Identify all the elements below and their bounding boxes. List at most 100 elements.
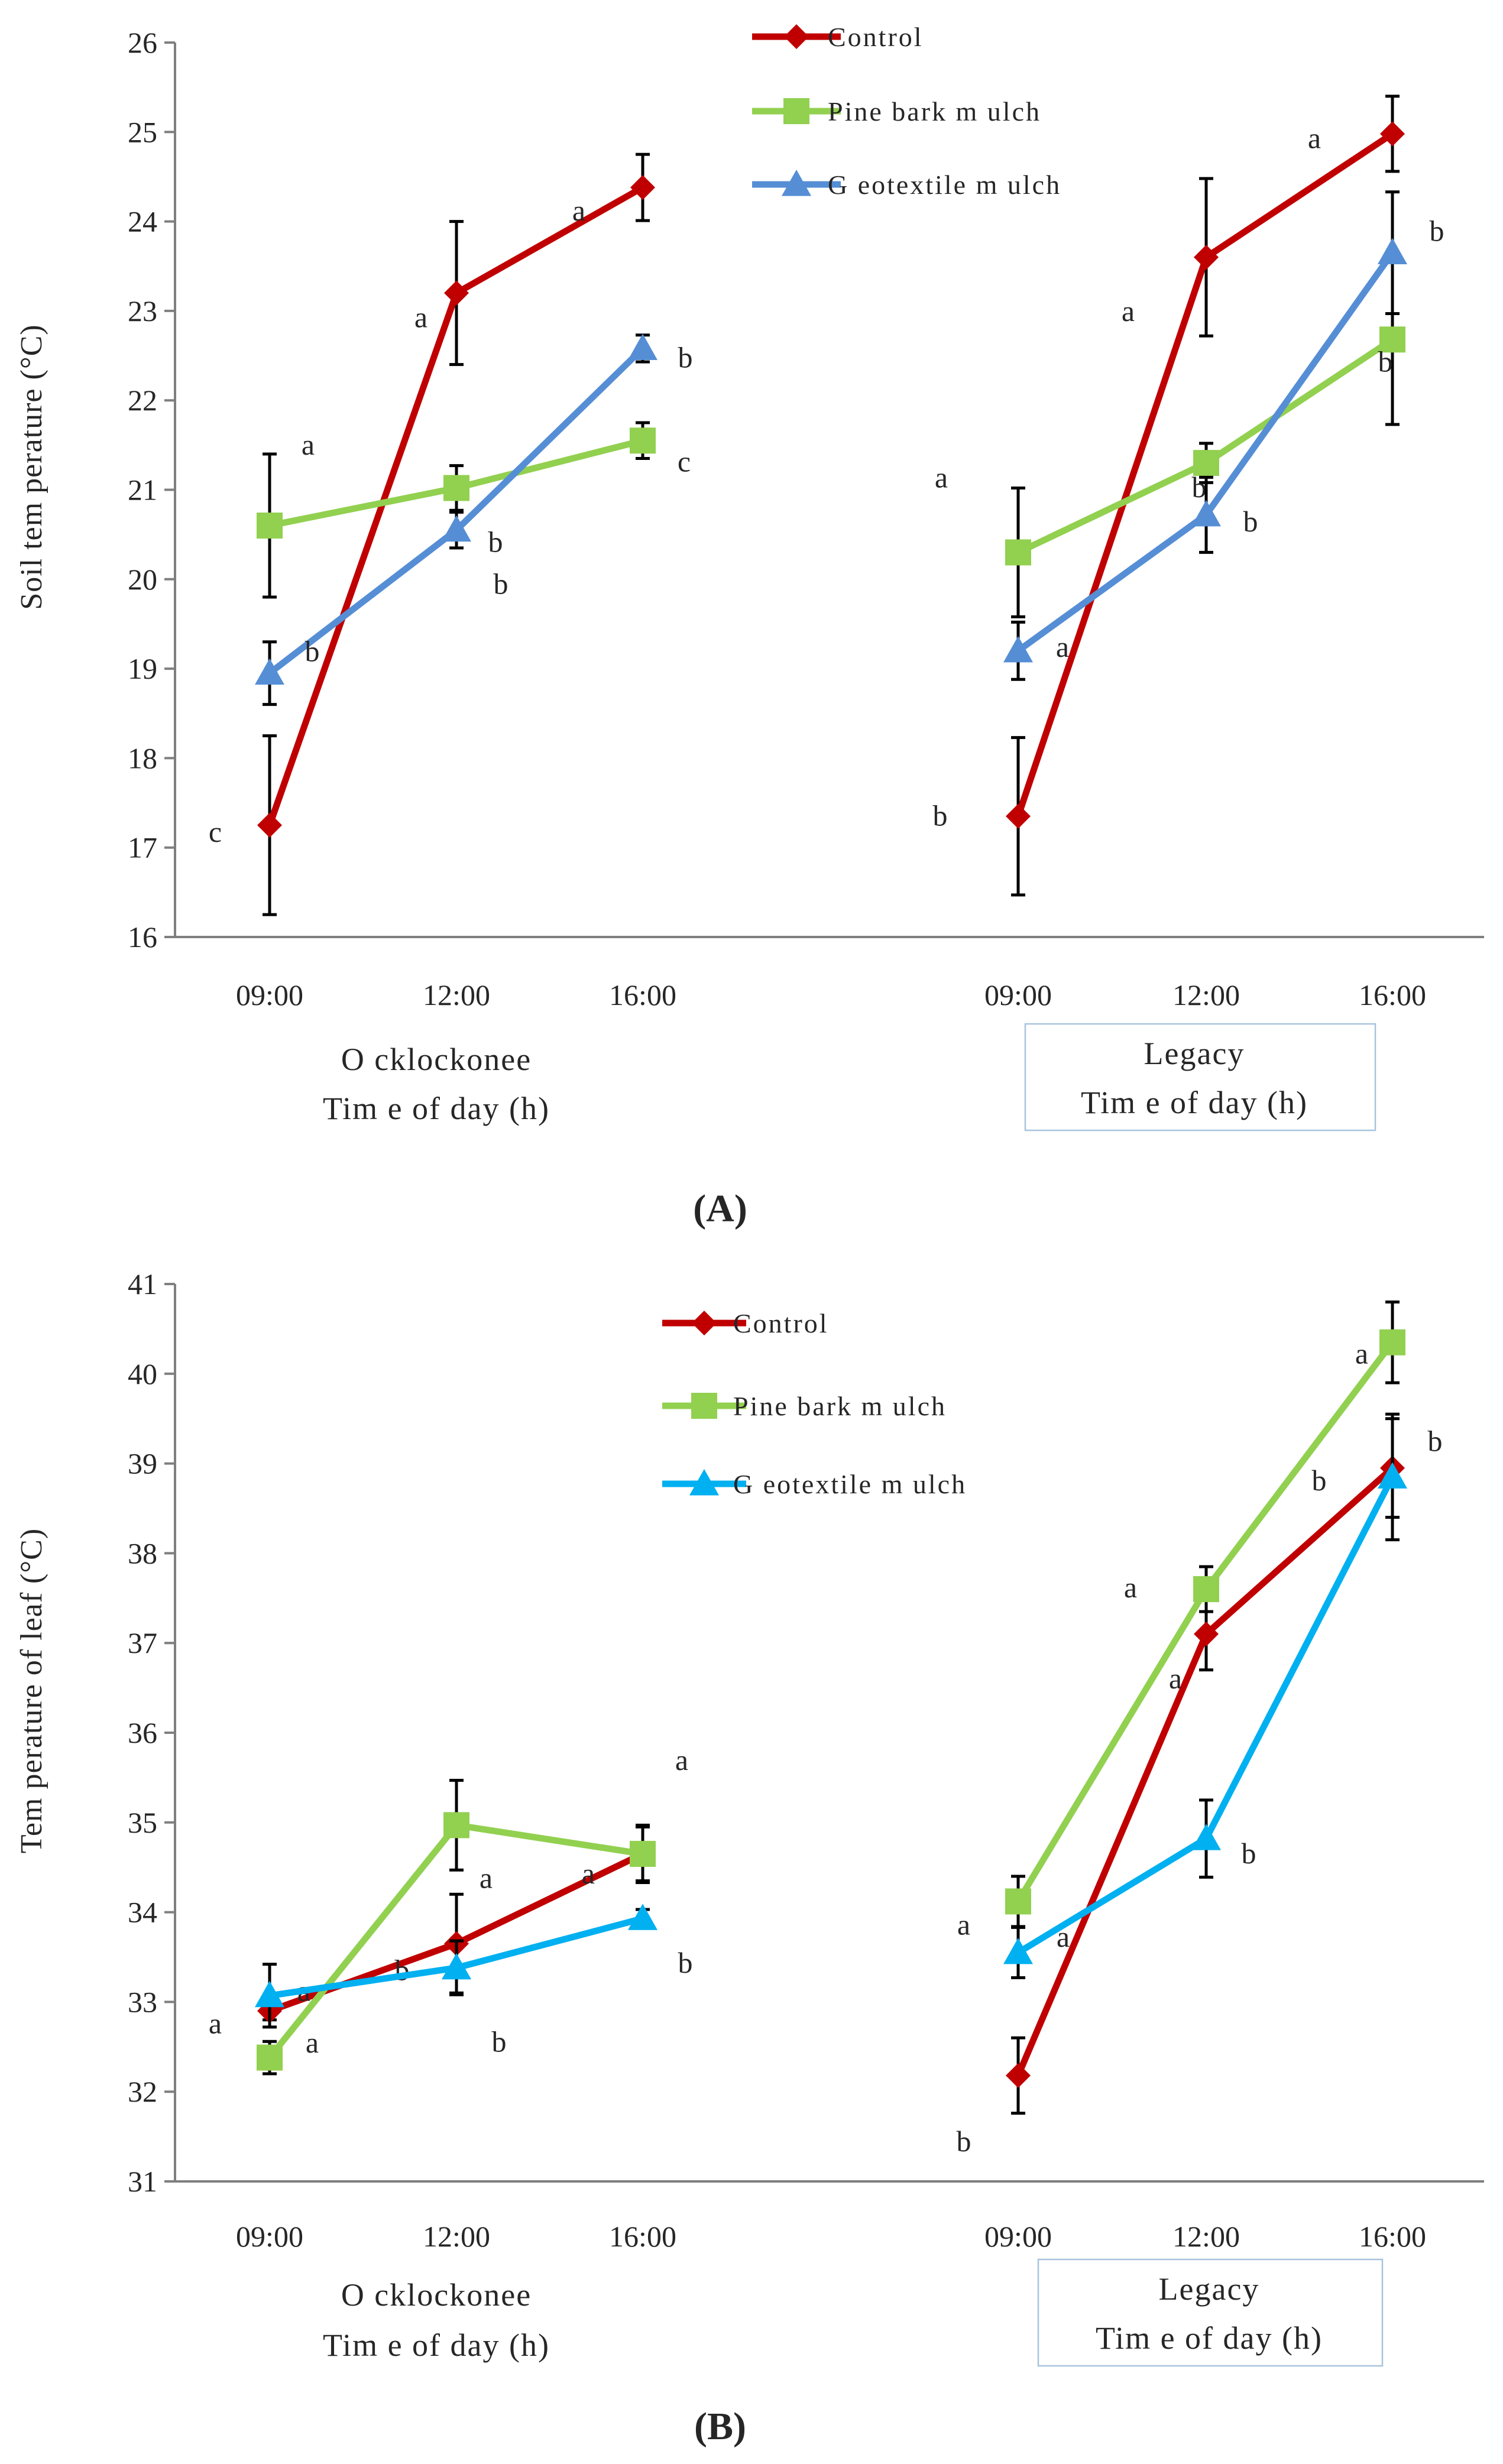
data-point-square — [630, 1840, 656, 1867]
data-point-square — [443, 475, 469, 501]
y-tick-label: 24 — [128, 205, 157, 238]
series-line-control — [1015, 1466, 1395, 2077]
x-tick-label: 16:00 — [609, 978, 676, 1011]
x-tick-label: 09:00 — [236, 2220, 303, 2253]
legend-entry-control: Control — [752, 22, 924, 52]
data-point-diamond — [1006, 2063, 1031, 2088]
data-point-triangle — [1191, 500, 1221, 527]
legend-marker-diamond — [692, 1311, 717, 1335]
data-point-square — [630, 427, 656, 454]
group-caption-site: O cklockonee — [341, 2277, 532, 2313]
significance-letter: b — [1430, 215, 1444, 248]
legend-entry-pine-bark-mulch: Pine bark m ulch — [752, 96, 1041, 127]
data-point-diamond — [257, 812, 282, 838]
significance-letter: a — [302, 428, 315, 461]
panel-b-label: (B) — [694, 2405, 746, 2448]
significance-letter: a — [1124, 1571, 1137, 1604]
significance-letter: b — [494, 568, 508, 601]
significance-letter: a — [572, 194, 585, 227]
data-point-diamond — [1194, 1622, 1219, 1647]
legend-label: G eotextile m ulch — [733, 1469, 967, 1499]
panel-a-soil-temperature-chart: 16 17 18 19 20 21 22 23 24 25 26 Soil tem perature … — [15, 22, 1484, 1132]
y-tick-label: 16 — [128, 920, 157, 954]
data-point-square — [257, 513, 283, 539]
significance-letter: a — [957, 1908, 970, 1941]
significance-letter: b — [1378, 345, 1393, 378]
y-tick-label: 31 — [128, 2165, 157, 2198]
panel-b-leaf-temperature-chart: 31 32 33 34 35 36 37 38 39 40 41 Tem perature of le… — [15, 1267, 1484, 2367]
legend-marker-square — [691, 1393, 717, 1419]
significance-letter: b — [678, 341, 693, 374]
y-tick-label: 34 — [128, 1896, 157, 1929]
significance-letter: b — [305, 635, 320, 668]
x-tick-label: 12:00 — [1172, 2220, 1240, 2253]
group-caption-site: O cklockonee — [341, 1042, 532, 1077]
significance-letter: b — [678, 1946, 693, 1979]
y-axis-title: Tem perature of leaf (°C) — [15, 1528, 48, 1853]
y-tick-label: 41 — [128, 1267, 157, 1301]
data-point-square — [1005, 1888, 1031, 1915]
panel-a-label: (A) — [693, 1187, 747, 1230]
legend-entry-pine-bark-mulch: Pine bark m ulch — [662, 1391, 945, 1421]
y-tick-label: 32 — [128, 2075, 157, 2108]
x-tick-label: 16:00 — [1359, 978, 1426, 1011]
legend-label: Control — [828, 22, 924, 52]
y-tick-label: 40 — [128, 1357, 157, 1390]
group-caption-site: Legacy — [1159, 2271, 1260, 2307]
y-tick-label: 36 — [128, 1716, 157, 1749]
data-point-square — [443, 1812, 469, 1839]
group-caption-box — [1037, 2258, 1384, 2367]
significance-letter: b — [395, 1954, 410, 1987]
x-tick-label: 12:00 — [423, 978, 490, 1011]
data-point-triangle — [628, 333, 657, 360]
significance-letter: b — [1312, 1464, 1327, 1497]
data-point-square — [1193, 450, 1219, 476]
legend-marker-diamond — [784, 24, 809, 49]
legend-label: Control — [733, 1308, 829, 1338]
x-tick-label: 09:00 — [984, 978, 1052, 1011]
y-tick-label: 35 — [128, 1806, 157, 1839]
data-point-triangle — [442, 1953, 471, 1980]
y-tick-label: 18 — [128, 741, 157, 774]
x-tick-label: 12:00 — [1172, 978, 1240, 1011]
data-point-triangle — [1378, 1462, 1407, 1489]
x-tick-label: 16:00 — [609, 2220, 676, 2253]
significance-letter: b — [1243, 505, 1258, 538]
x-tick-label: 09:00 — [984, 2220, 1052, 2253]
data-point-diamond — [444, 280, 469, 306]
series-line-geotextile-mulch — [1016, 1475, 1395, 1956]
y-tick-label: 33 — [128, 1985, 157, 2018]
group-caption-time-of-day: Tim e of day (h) — [1081, 1085, 1308, 1120]
significance-letter: a — [480, 1861, 493, 1894]
data-point-diamond — [1194, 245, 1219, 270]
significance-letter: a — [582, 1857, 595, 1890]
data-point-triangle — [1003, 636, 1033, 663]
significance-letter: b — [488, 525, 503, 558]
y-tick-label: 37 — [128, 1626, 157, 1659]
y-tick-label: 23 — [128, 294, 157, 328]
legend-marker-triangle — [689, 1469, 719, 1496]
x-tick-label: 16:00 — [1359, 2220, 1426, 2253]
legend-marker-triangle — [782, 170, 811, 196]
significance-letter: a — [209, 2007, 222, 2040]
significance-letter: b — [933, 799, 948, 832]
significance-letter: a — [414, 301, 427, 334]
data-point-square — [1379, 1329, 1405, 1356]
data-point-square — [1379, 326, 1405, 353]
y-tick-label: 21 — [128, 474, 157, 507]
significance-letter: a — [306, 2026, 319, 2059]
legend-label: Pine bark m ulch — [828, 96, 1041, 127]
data-point-triangle — [442, 515, 471, 542]
legend-marker-square — [783, 98, 809, 124]
data-point-square — [257, 2044, 283, 2071]
data-point-triangle — [1378, 238, 1407, 265]
significance-letter: b — [1428, 1424, 1443, 1457]
data-point-diamond — [630, 175, 655, 200]
group-caption-box — [1024, 1023, 1376, 1132]
y-tick-label: 19 — [128, 652, 157, 685]
group-caption-time-of-day: Tim e of day (h) — [323, 1091, 550, 1126]
y-tick-label: 38 — [128, 1536, 157, 1570]
data-point-triangle — [255, 658, 284, 685]
data-point-triangle — [255, 1980, 284, 2008]
